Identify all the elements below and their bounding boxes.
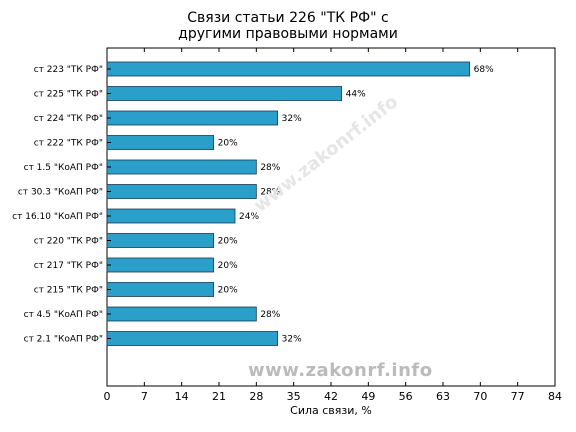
x-tick-label: 42 bbox=[324, 390, 338, 403]
x-tick-label: 14 bbox=[175, 390, 189, 403]
chart-title-line-2: другими правовыми нормами bbox=[178, 26, 398, 42]
bar bbox=[106, 257, 215, 273]
bar bbox=[106, 61, 471, 77]
bar bbox=[106, 282, 215, 297]
data-label: 20% bbox=[218, 139, 238, 149]
x-tick-label: 84 bbox=[548, 390, 562, 403]
chart-title-line-1: Связи статьи 226 "ТК РФ" с bbox=[187, 10, 389, 26]
y-tick-label: ст 224 "ТК РФ" bbox=[34, 114, 103, 124]
data-label: 28% bbox=[260, 310, 280, 320]
y-tick-label: ст 215 "ТК РФ" bbox=[34, 286, 103, 296]
y-tick-label: ст 223 "ТК РФ" bbox=[34, 65, 103, 75]
x-axis-label: Сила связи, % bbox=[290, 404, 372, 417]
bar bbox=[106, 86, 343, 101]
x-tick-label: 70 bbox=[473, 390, 487, 403]
x-axis-ticks: 0 7 14 21 28 35 42 49 56 63 70 77 84 bbox=[104, 48, 562, 403]
bar bbox=[106, 135, 215, 150]
y-tick-label: ст 225 "ТК РФ" bbox=[34, 90, 103, 100]
data-label: 20% bbox=[218, 237, 238, 247]
bar bbox=[106, 306, 257, 322]
y-tick-label: ст 1.5 "КоАП РФ" bbox=[24, 163, 103, 173]
data-label: 44% bbox=[346, 90, 366, 100]
y-tick-label: ст 30.3 "КоАП РФ" bbox=[18, 188, 103, 198]
x-tick-label: 35 bbox=[287, 390, 301, 403]
data-label: 32% bbox=[282, 114, 302, 124]
y-axis-labels: ст 223 "ТК РФ" ст 225 "ТК РФ" ст 224 "ТК Р… bbox=[12, 65, 111, 345]
bar bbox=[106, 233, 215, 248]
bar bbox=[106, 159, 257, 175]
x-tick-label: 7 bbox=[141, 390, 148, 403]
x-tick-label: 0 bbox=[104, 390, 111, 403]
x-tick-label: 49 bbox=[361, 390, 375, 403]
bar bbox=[106, 110, 279, 126]
y-tick-label: ст 222 "ТК РФ" bbox=[34, 139, 103, 149]
x-tick-label: 77 bbox=[511, 390, 525, 403]
y-tick-label: ст 217 "ТК РФ" bbox=[34, 261, 103, 271]
watermark: www.zakonrf.info bbox=[248, 360, 433, 381]
x-tick-label: 21 bbox=[212, 390, 226, 403]
data-label: 24% bbox=[239, 212, 259, 222]
bar bbox=[106, 208, 236, 224]
x-tick-label: 28 bbox=[249, 390, 263, 403]
data-label: 68% bbox=[474, 65, 494, 75]
bars-group bbox=[106, 61, 471, 346]
y-tick-label: ст 4.5 "КоАП РФ" bbox=[24, 310, 103, 320]
y-tick-label: ст 220 "ТК РФ" bbox=[34, 237, 103, 247]
data-label: 32% bbox=[282, 335, 302, 345]
data-label: 20% bbox=[218, 286, 238, 296]
x-tick-label: 56 bbox=[399, 390, 413, 403]
data-label: 20% bbox=[218, 261, 238, 271]
bar bbox=[106, 184, 257, 199]
y-tick-label: ст 2.1 "КоАП РФ" bbox=[24, 335, 103, 345]
bar bbox=[106, 331, 279, 346]
y-tick-label: ст 16.10 "КоАП РФ" bbox=[12, 212, 103, 222]
x-tick-label: 63 bbox=[436, 390, 450, 403]
value-labels: 68% 44% 32% 20% 28% 28% 24% 20% 20% 20% 28% 32% bbox=[218, 65, 494, 345]
data-label: 28% bbox=[260, 188, 280, 198]
data-label: 28% bbox=[260, 163, 280, 173]
